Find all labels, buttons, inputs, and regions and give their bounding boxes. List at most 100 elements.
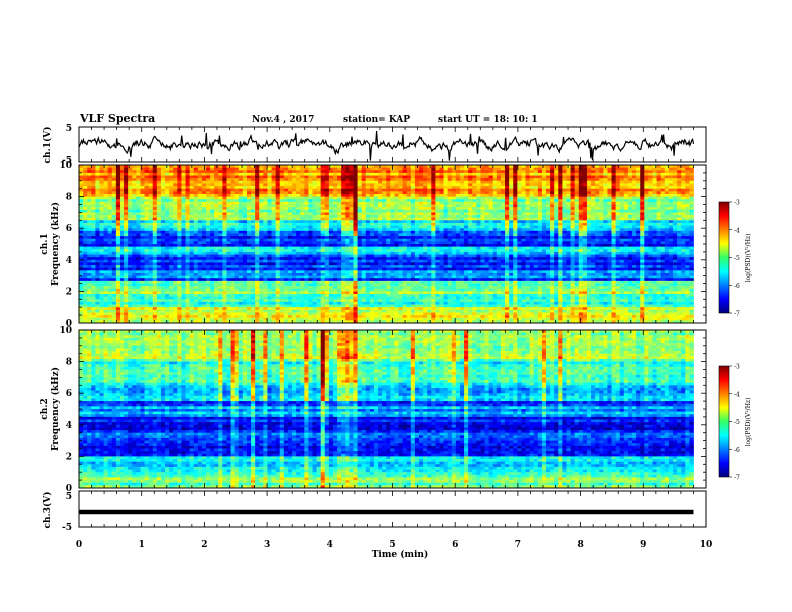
spectrogram-cell (108, 178, 113, 181)
spectrogram-cell (329, 181, 334, 184)
spectrogram-cell (304, 170, 309, 173)
spectrogram-cell (456, 189, 461, 192)
spectrogram-cell (370, 168, 375, 171)
spectrogram-cell (337, 178, 342, 181)
spectrogram-cell (456, 181, 461, 184)
spectrogram-cell (419, 189, 424, 192)
spectrogram-cell (194, 170, 199, 173)
spectrogram-cell (333, 202, 338, 205)
spectrogram-cell (591, 168, 596, 171)
spectrogram-cell (546, 205, 551, 208)
spectrogram-cell (485, 186, 490, 189)
spectrogram-cell (153, 199, 158, 202)
spectrogram-cell (337, 199, 342, 202)
spectrogram-cell (91, 207, 96, 210)
spectrogram-cell (210, 194, 215, 197)
spectrogram-cell (226, 199, 231, 202)
spectrogram-cell (550, 199, 555, 202)
spectrogram-cell (366, 205, 371, 208)
spectrogram-cell (99, 168, 104, 171)
spectrogram-cell (505, 183, 510, 186)
spectrogram-cell (669, 173, 674, 176)
spectrogram-cell (308, 178, 313, 181)
spectrogram-cell (153, 181, 158, 184)
spectrogram-cell (120, 181, 125, 184)
spectrogram-cell (276, 176, 281, 179)
spectrogram-cell (136, 183, 141, 186)
spectrogram-cell (472, 173, 477, 176)
spectrogram-cell (657, 194, 662, 197)
spectrogram-cell (317, 186, 322, 189)
spectrogram-cell (583, 202, 588, 205)
spectrogram-cell (181, 181, 186, 184)
spectrogram-cell (288, 194, 293, 197)
spectrogram-cell (239, 181, 244, 184)
spectrogram-cell (497, 205, 502, 208)
spectrogram-cell (677, 178, 682, 181)
spectrogram-cell (321, 189, 326, 192)
spectrogram-cell (272, 189, 277, 192)
spectrogram-cell (579, 181, 584, 184)
spectrogram-cell (624, 168, 629, 171)
spectrogram-cell (448, 191, 453, 194)
spectrogram-cell (390, 194, 395, 197)
spectrogram-cell (558, 176, 563, 179)
spectrogram-cell (673, 189, 678, 192)
spectrogram-cell (468, 168, 473, 171)
spectrogram-cell (558, 194, 563, 197)
spectrogram-cell (312, 197, 317, 200)
spectrogram-cell (681, 173, 686, 176)
spectrogram-cell (681, 189, 686, 192)
spectrogram-cell (620, 178, 625, 181)
spectrogram-cell (460, 194, 465, 197)
spectrogram-cell (468, 197, 473, 200)
spectrogram-cell (562, 178, 567, 181)
spectrogram-cell (104, 183, 109, 186)
spectrogram-cell (419, 168, 424, 171)
spectrogram-cell (390, 199, 395, 202)
spectrogram-cell (468, 170, 473, 173)
spectrogram-cell (579, 178, 584, 181)
spectrogram-cell (104, 205, 109, 208)
spectrogram-cell (591, 189, 596, 192)
spectrogram-cell (91, 173, 96, 176)
spectrogram-cell (325, 168, 330, 171)
spectrogram-cell (403, 178, 408, 181)
spectrogram-cell (280, 189, 285, 192)
spectrogram-cell (272, 197, 277, 200)
spectrogram-cell (378, 202, 383, 205)
spectrogram-cell (226, 202, 231, 205)
spectrogram-cell (362, 183, 367, 186)
spectrogram-cell (501, 197, 506, 200)
spectrogram-cell (255, 170, 260, 173)
spectrogram-cell (394, 205, 399, 208)
spectrogram-cell (370, 194, 375, 197)
spectrogram-cell (493, 205, 498, 208)
spectrogram-cell (358, 186, 363, 189)
spectrogram-cell (480, 191, 485, 194)
spectrogram-cell (222, 189, 227, 192)
spectrogram-cell (108, 170, 113, 173)
spectrogram-cell (399, 186, 404, 189)
spectrogram-cell (218, 170, 223, 173)
spectrogram-cell (587, 183, 592, 186)
spectrogram-cell (554, 168, 559, 171)
spectrogram-cell (587, 170, 592, 173)
spectrogram-cell (575, 170, 580, 173)
spectrogram-cell (538, 189, 543, 192)
spectrogram-cell (526, 202, 531, 205)
spectrogram-cell (513, 202, 518, 205)
spectrogram-cell (472, 168, 477, 171)
spectrogram-cell (177, 202, 182, 205)
spectrogram-cell (296, 197, 301, 200)
spectrogram-cell (120, 207, 125, 210)
spectrogram-cell (620, 176, 625, 179)
spectrogram-cell (632, 194, 637, 197)
spectrogram-cell (632, 199, 637, 202)
spectrogram-cell (243, 183, 248, 186)
spectrogram-cell (267, 173, 272, 176)
spectrogram-cell (161, 183, 166, 186)
spectrogram-cell (251, 183, 256, 186)
spectrogram-cell (247, 199, 252, 202)
spectrogram-cell (362, 168, 367, 171)
